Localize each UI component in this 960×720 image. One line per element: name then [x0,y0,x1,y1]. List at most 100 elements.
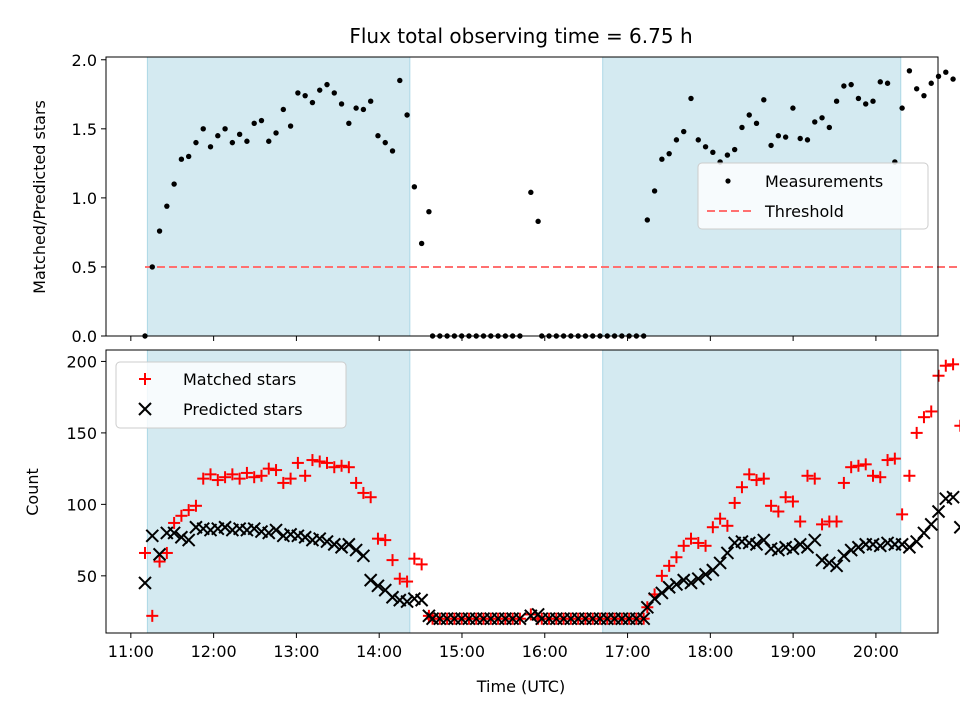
x-tick-label-15:00: 15:00 [439,642,485,661]
matched-star-point-108 [910,426,923,439]
matched-star-point-87 [757,472,770,485]
measurement-point-26 [324,81,330,88]
y-tick-label-2.0: 2.0 [72,51,97,70]
predicted-star-point-27 [327,537,341,552]
measurement-point-93 [804,137,811,143]
measurement-point-14 [236,131,243,138]
predicted-star-point-107 [902,540,917,554]
legend-threshold-label: Threshold [764,202,844,221]
matched-star-point-89 [772,505,785,518]
measurement-point-90 [782,134,789,140]
x-tick-label-18:00: 18:00 [687,642,733,661]
predicted-star-point-111 [931,504,946,519]
predicted-star-point-75 [669,577,684,592]
measurement-point-7 [185,153,192,160]
measurement-point-112 [943,69,949,75]
matched-star-point-76 [677,539,690,552]
matched-star-point-6 [175,509,188,522]
matched-star-point-11 [211,474,224,487]
legend-matched-label: Matched stars [183,370,296,389]
measurement-point-2 [149,264,155,270]
bottom-plot-frame [105,349,939,634]
measurement-point-109 [921,92,927,99]
x-tick-label-17:00: 17:00 [604,642,650,661]
predicted-star-point-6 [174,530,189,544]
predicted-star-point-74 [662,580,676,594]
legend-measurements-label: Measurements [765,172,883,191]
matched-star-point-37 [401,575,414,588]
x-tick-label-20:00: 20:00 [853,642,899,661]
matched-star-point-80 [706,521,719,534]
measurement-point-17 [258,117,265,124]
chart-title: Flux total observing time = 6.75 h [349,24,692,48]
matched-star-point-92 [794,515,807,528]
matched-star-point-97 [830,515,843,528]
matched-star-point-2 [146,609,159,622]
measurement-point-38 [411,184,418,190]
predicted-star-point-28 [334,540,349,554]
measurement-point-98 [841,83,847,89]
measurement-point-32 [367,98,374,104]
matched-star-point-17 [255,469,268,482]
measurement-point-12 [222,126,228,132]
measurement-point-77 [688,95,694,102]
predicted-star-point-94 [808,533,822,547]
top-axis-ticks: 0.0 0.5 1.0 1.5 2.0 [72,51,877,346]
y-tick-label-0.0: 0.0 [72,327,97,346]
measurement-point-75 [673,137,680,143]
matched-star-point-5 [168,516,181,529]
predicted-star-point-16 [247,521,261,536]
predicted-star-point-23 [298,530,312,544]
measurement-point-87 [761,97,767,103]
matched-star-point-103 [874,471,887,484]
matched-star-point-25 [313,455,326,468]
matched-star-point-99 [845,461,858,474]
predicted-star-point-92 [793,537,807,552]
matched-star-point-84 [735,481,748,494]
y-tick-label-200: 200 [66,352,97,371]
measurement-point-16 [251,120,257,126]
top-panel: 0.00.51.01.52.0 Matched/Predicted stars … [30,51,960,346]
measurement-point-89 [775,133,782,139]
measurement-point-24 [309,99,316,106]
measurement-point-10 [207,144,214,150]
measurement-point-74 [666,150,672,157]
top-legend: Measurements Threshold [697,162,929,230]
legend-predicted-marker [138,402,152,416]
predicted-star-point-3 [152,547,167,562]
predicted-star-point-32 [363,573,378,587]
predicted-star-point-18 [262,526,276,540]
measurement-point-5 [171,181,177,187]
y-tick-label-1.0: 1.0 [72,189,97,208]
matched-star-point-36 [393,572,406,585]
measurement-point-11 [215,133,221,139]
matched-star-point-39 [415,558,428,571]
measurement-point-100 [855,95,862,102]
matched-star-point-101 [859,458,872,471]
matched-star-point-18 [262,462,275,475]
matched-star-point-73 [655,569,668,582]
matched-star-point-93 [801,469,814,482]
measurement-point-39 [418,240,425,247]
matched-star-point-28 [335,459,348,472]
predicted-star-point-114 [953,520,960,534]
predicted-star-point-5 [167,526,181,540]
measurement-point-73 [659,156,665,162]
matched-star-point-16 [248,471,261,484]
matched-star-point-3 [153,555,166,568]
matched-star-point-27 [328,461,341,474]
matched-star-point-12 [219,471,232,484]
predicted-star-point-100 [851,540,866,554]
x-tick-label-14:00: 14:00 [356,642,402,661]
predicted-star-point-79 [698,567,713,582]
matched-star-point-83 [728,496,741,509]
measurement-point-78 [695,137,701,143]
matched-star-point-94 [808,472,821,485]
measurement-point-40 [426,208,432,215]
measurement-point-107 [906,68,913,74]
matched-star-point-95 [816,518,829,531]
y-tick-label-150: 150 [66,424,97,443]
predicted-star-point-53 [513,611,527,626]
predicted-star-point-30 [349,543,363,557]
predicted-star-point-86 [749,537,764,552]
